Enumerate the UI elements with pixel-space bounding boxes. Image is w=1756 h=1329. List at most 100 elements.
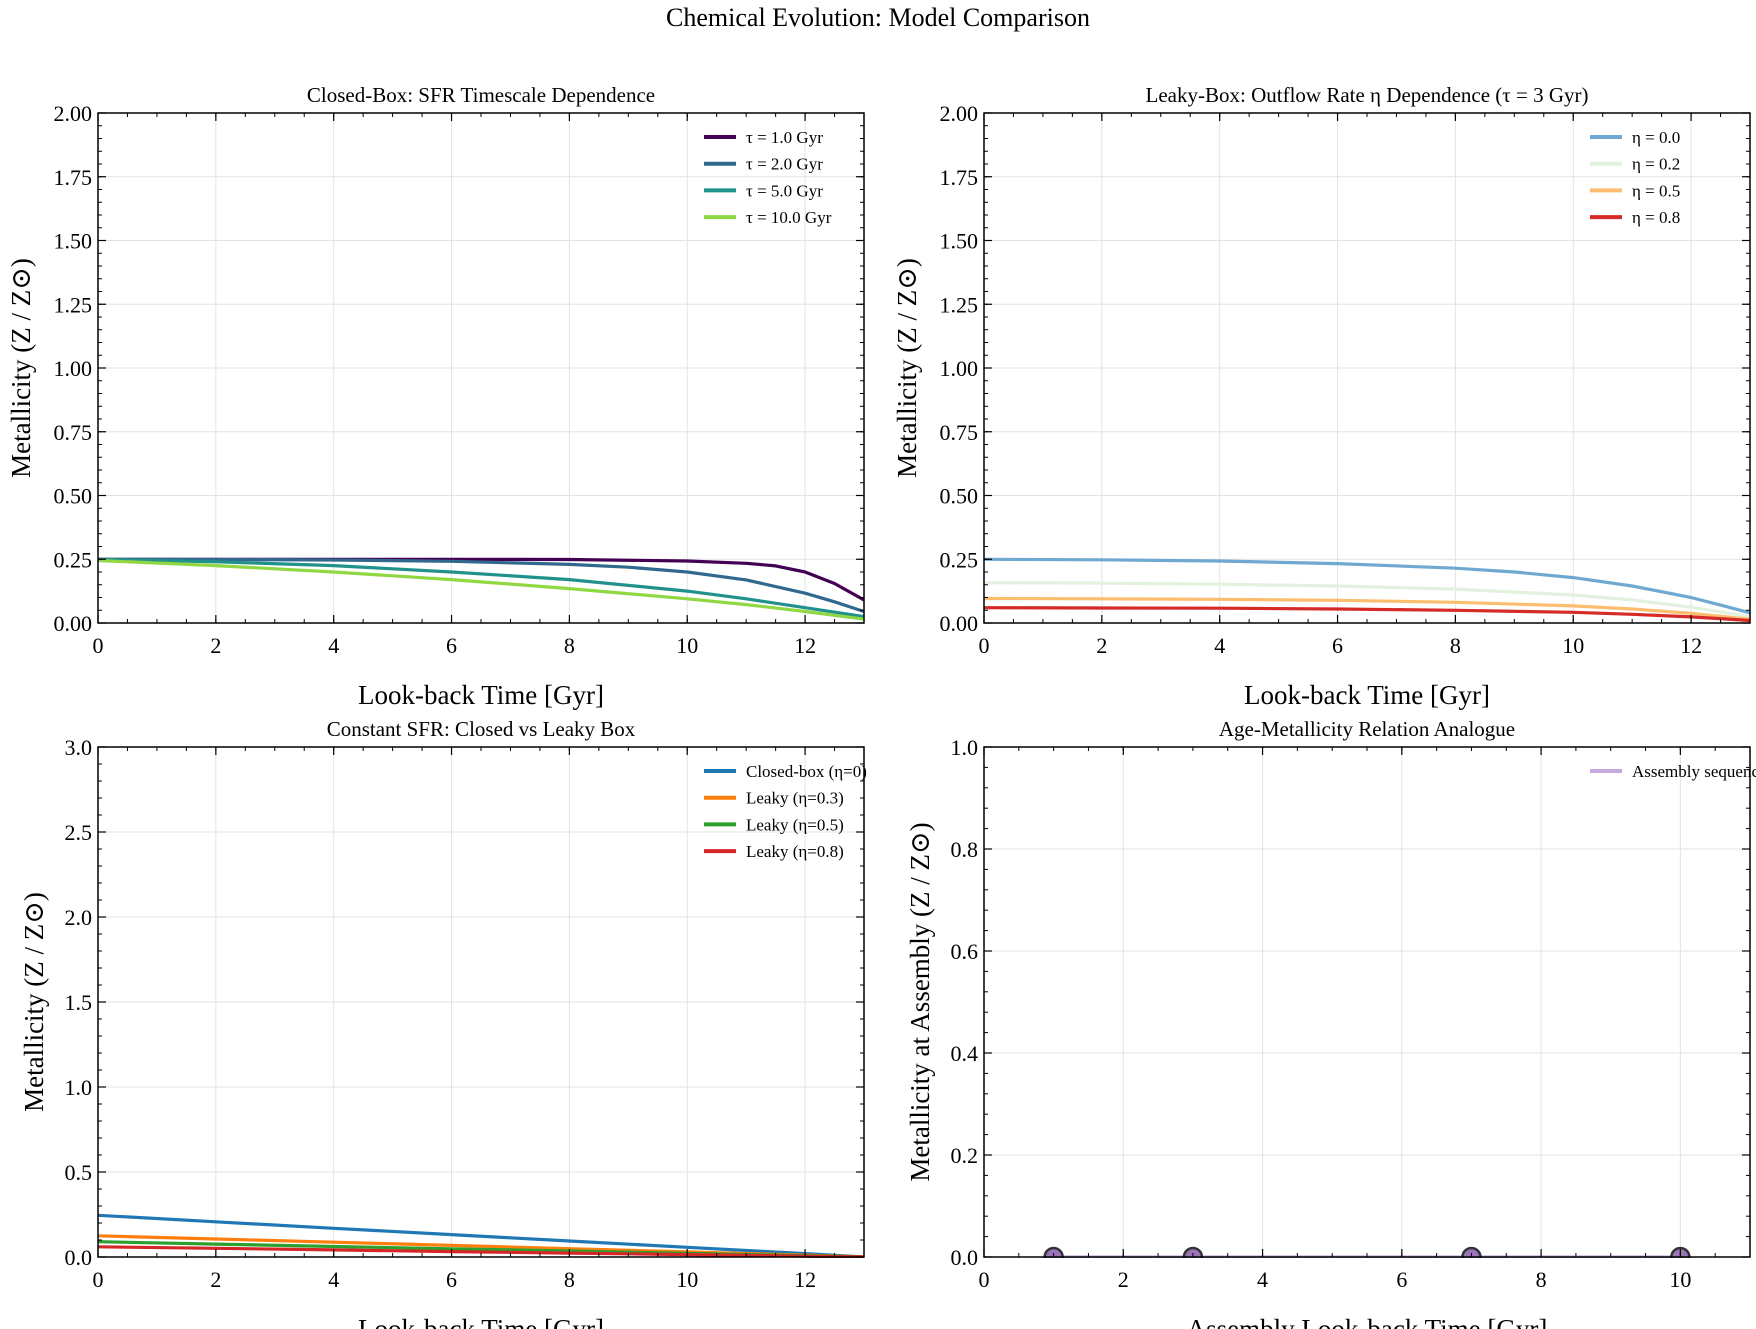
legend-label: Leaky (η=0.5) xyxy=(746,815,844,834)
legend-label: η = 0.8 xyxy=(1632,208,1680,227)
y-tick-label: 2.00 xyxy=(940,101,979,126)
chart-panel-1: 0 2 4 6 8 10 12 0.00 0.25 0.50 0.75 1.00 1.25 1.50 1.7… xyxy=(6,83,865,710)
x-tick-label: 8 xyxy=(1536,1267,1547,1292)
legend: Closed-box (η=0) Leaky (η=0.3) Leaky (η=0.… xyxy=(704,762,867,861)
legend: Assembly sequence xyxy=(1590,762,1756,781)
x-tick-label: 2 xyxy=(210,633,221,658)
x-tick-label: 2 xyxy=(210,1267,221,1292)
figure-title: Chemical Evolution: Model Comparison xyxy=(666,3,1090,32)
y-tick-label: 1.00 xyxy=(940,356,979,381)
x-tick-label: 12 xyxy=(794,1267,816,1292)
x-tick-label: 10 xyxy=(676,1267,698,1292)
axes-frame xyxy=(983,746,1751,1258)
y-tick-label: 1.75 xyxy=(940,165,979,190)
chart-panel-2: 0 2 4 6 8 10 12 0.00 0.25 0.50 0.75 1.00 1.25 1.50 1.7… xyxy=(892,83,1751,710)
series-group xyxy=(98,557,864,621)
y-tick-label: 0.25 xyxy=(940,547,979,572)
y-axis-label: Metallicity at Assembly (Z / Z⊙) xyxy=(905,822,935,1181)
x-tick-label: 0 xyxy=(93,633,104,658)
x-axis-label: Look-back Time [Gyr] xyxy=(358,1314,604,1329)
y-tick-label: 1.75 xyxy=(54,165,93,190)
y-tick-label: 0.0 xyxy=(951,1245,979,1270)
y-tick-label: 0.2 xyxy=(951,1143,979,1168)
legend-label: τ = 5.0 Gyr xyxy=(746,181,823,200)
y-tick-label: 1.5 xyxy=(65,990,93,1015)
y-tick-label: 0.6 xyxy=(951,939,979,964)
series-line-4 xyxy=(984,606,1750,623)
x-axis-label: Look-back Time [Gyr] xyxy=(358,680,604,710)
series-line-4 xyxy=(98,1245,864,1258)
panel-title: Constant SFR: Closed vs Leaky Box xyxy=(327,717,636,741)
y-axis-label: Metallicity (Z / Z⊙) xyxy=(6,258,36,478)
x-tick-label: 6 xyxy=(1396,1267,1407,1292)
series-line-2 xyxy=(984,581,1750,619)
y-tick-label: 0.8 xyxy=(951,837,979,862)
legend-label: Assembly sequence xyxy=(1632,762,1756,781)
series-line-1 xyxy=(984,557,1750,615)
x-tick-label: 2 xyxy=(1096,633,1107,658)
x-tick-label: 4 xyxy=(1214,633,1225,658)
y-tick-label: 0.75 xyxy=(940,420,979,445)
legend-label: η = 0.2 xyxy=(1632,155,1680,174)
legend-label: τ = 10.0 Gyr xyxy=(746,208,832,227)
chart-panel-4: 0 2 4 6 8 10 0.0 0.2 0.4 0.6 0.8 1.0 Age-Metallicity… xyxy=(905,717,1756,1329)
x-tick-label: 8 xyxy=(564,1267,575,1292)
series-line-2 xyxy=(98,557,864,614)
series-line-1 xyxy=(98,1213,864,1258)
y-tick-label: 2.0 xyxy=(65,905,93,930)
x-tick-label: 12 xyxy=(794,633,816,658)
x-tick-label: 6 xyxy=(446,633,457,658)
x-tick-label: 10 xyxy=(1669,1267,1691,1292)
legend-label: η = 0.0 xyxy=(1632,128,1680,147)
y-tick-label: 0.5 xyxy=(65,1160,93,1185)
legend-label: Closed-box (η=0) xyxy=(746,762,867,781)
y-tick-label: 0.0 xyxy=(65,1245,93,1270)
x-tick-label: 10 xyxy=(1562,633,1584,658)
series-line-4 xyxy=(98,558,864,621)
y-tick-label: 0.50 xyxy=(940,484,979,509)
x-tick-label: 4 xyxy=(328,633,339,658)
x-tick-label: 8 xyxy=(564,633,575,658)
series-group xyxy=(98,1213,864,1258)
x-tick-label: 2 xyxy=(1118,1267,1129,1292)
x-tick-label: 10 xyxy=(676,633,698,658)
y-tick-label: 2.5 xyxy=(65,820,93,845)
y-tick-label: 1.25 xyxy=(940,292,979,317)
y-tick-label: 1.25 xyxy=(54,292,93,317)
panels: 0 2 4 6 8 10 120.000.250.500.751.001.251.501.7… xyxy=(6,83,1756,1329)
y-tick-label: 0.75 xyxy=(54,420,93,445)
y-axis-label: Metallicity (Z / Z⊙) xyxy=(19,892,49,1112)
panel-title: Closed-Box: SFR Timescale Dependence xyxy=(307,83,655,107)
x-tick-label: 0 xyxy=(93,1267,104,1292)
x-tick-label: 0 xyxy=(979,633,990,658)
x-tick-label: 4 xyxy=(328,1267,339,1292)
legend-label: Leaky (η=0.3) xyxy=(746,789,844,808)
y-tick-label: 1.00 xyxy=(54,356,93,381)
x-tick-label: 6 xyxy=(1332,633,1343,658)
y-tick-label: 3.0 xyxy=(65,735,93,760)
x-tick-label: 6 xyxy=(446,1267,457,1292)
series-line-3 xyxy=(98,557,864,619)
y-tick-label: 0.50 xyxy=(54,484,93,509)
y-tick-label: 0.00 xyxy=(54,611,93,636)
legend-label: τ = 2.0 Gyr xyxy=(746,155,823,174)
x-tick-label: 8 xyxy=(1450,633,1461,658)
panel-title: Age-Metallicity Relation Analogue xyxy=(1219,717,1515,741)
y-tick-label: 0.25 xyxy=(54,547,93,572)
x-axis-label: Look-back Time [Gyr] xyxy=(1244,680,1490,710)
legend: η = 0.0 η = 0.2 η = 0.5 η = 0.8 xyxy=(1590,128,1680,227)
y-axis-label: Metallicity (Z / Z⊙) xyxy=(892,258,922,478)
legend-label: η = 0.5 xyxy=(1632,181,1680,200)
y-tick-label: 1.0 xyxy=(65,1075,93,1100)
legend: τ = 1.0 Gyr τ = 2.0 Gyr τ = 5.0 Gyr τ = 10.… xyxy=(704,128,832,227)
legend-label: Leaky (η=0.8) xyxy=(746,842,844,861)
y-tick-label: 1.50 xyxy=(940,229,979,254)
y-tick-label: 0.4 xyxy=(951,1041,979,1066)
x-tick-label: 0 xyxy=(979,1267,990,1292)
y-tick-label: 1.50 xyxy=(54,229,93,254)
series-group xyxy=(984,557,1750,623)
x-axis-label: Assembly Look-back Time [Gyr] xyxy=(1187,1314,1548,1329)
y-tick-label: 2.00 xyxy=(54,101,93,126)
legend-label: τ = 1.0 Gyr xyxy=(746,128,823,147)
